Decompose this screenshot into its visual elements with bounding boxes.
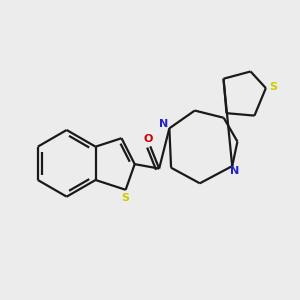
Text: N: N [159,119,168,129]
Text: S: S [270,82,278,92]
Text: S: S [122,193,130,202]
Text: N: N [230,166,239,176]
Text: O: O [143,134,153,144]
